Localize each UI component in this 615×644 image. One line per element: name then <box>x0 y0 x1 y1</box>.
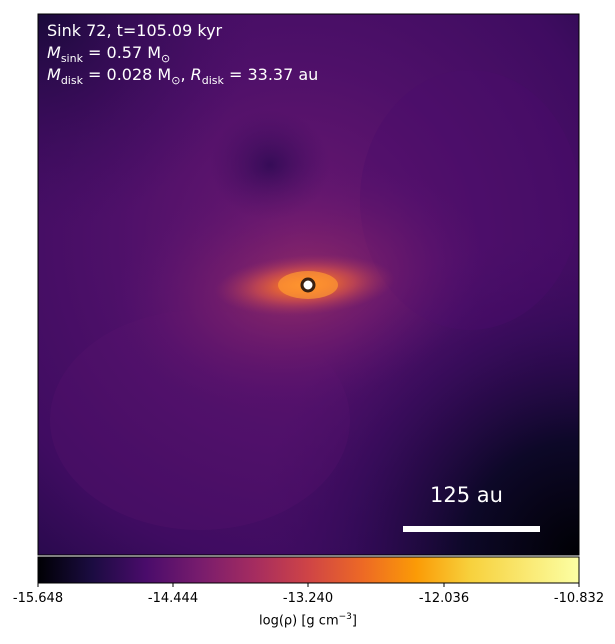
scale-bar-label: 125 au <box>430 483 503 507</box>
density-map <box>38 14 579 555</box>
sink-marker <box>300 277 316 293</box>
cbar-label-pre: log(ρ) [g cm <box>259 613 339 629</box>
sink-mass: Msink = 0.57 M⊙ <box>47 43 170 69</box>
sink-title: Sink 72, t=105.09 kyr <box>47 21 223 40</box>
msink-value: = 0.57 M <box>82 43 162 62</box>
msun-sub: ⊙ <box>161 52 171 66</box>
cbar-tick-1: -14.444 <box>147 591 199 606</box>
colorbar <box>37 556 580 584</box>
msink-symbol: M <box>47 43 61 62</box>
cbar-label-sup: −3 <box>338 612 352 622</box>
mdisk-value: = 0.028 M <box>82 65 172 84</box>
colorbar-ticks <box>37 583 580 587</box>
rdisk-symbol: R <box>190 65 202 84</box>
cbar-tick-4: -10.832 <box>553 591 605 606</box>
colorbar-label: log(ρ) [g cm−3] <box>259 612 357 628</box>
scale-bar <box>403 526 540 532</box>
cbar-label-post: ] <box>351 613 357 629</box>
mdisk-symbol: M <box>47 65 61 84</box>
msink-sub: sink <box>60 52 83 66</box>
cbar-tick-0: -15.648 <box>12 591 64 606</box>
rdisk-sub: disk <box>201 74 224 88</box>
msun-sub-2: ⊙ <box>171 74 181 88</box>
cbar-tick-2: -13.240 <box>282 591 334 606</box>
cbar-tick-3: -12.036 <box>418 591 470 606</box>
comma: , <box>180 65 191 84</box>
mdisk-sub: disk <box>60 74 83 88</box>
disk-props: Mdisk = 0.028 M⊙, Rdisk = 33.37 au <box>47 65 318 91</box>
plot-frame <box>37 13 580 556</box>
rdisk-value: = 33.37 au <box>223 65 319 84</box>
